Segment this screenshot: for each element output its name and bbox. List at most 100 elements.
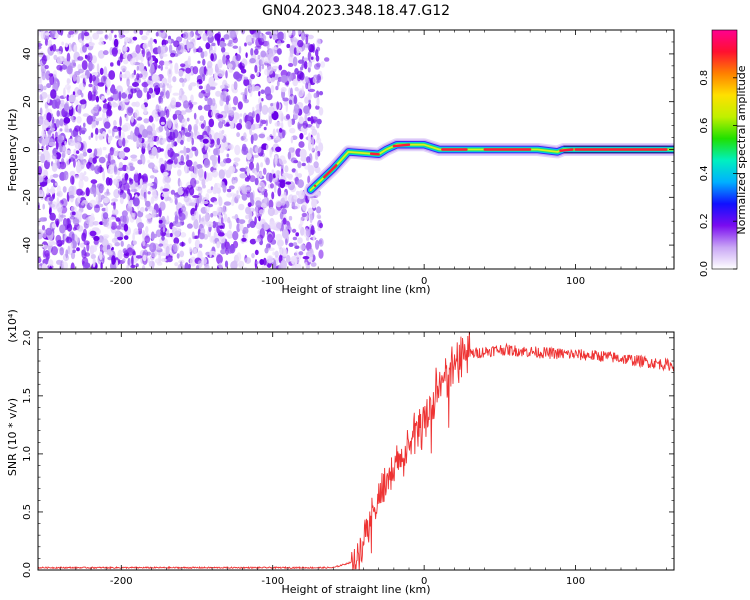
noise-speckle	[167, 75, 172, 84]
noise-speckle	[181, 118, 188, 128]
noise-speckle	[180, 139, 184, 145]
noise-speckle	[258, 91, 261, 97]
noise-speckle	[249, 86, 253, 98]
x-tick-label: 0	[421, 276, 427, 287]
noise-speckle	[158, 65, 161, 69]
noise-speckle	[245, 52, 248, 58]
noise-speckle	[180, 63, 186, 68]
noise-speckle	[311, 198, 319, 205]
noise-speckle	[307, 207, 313, 215]
noise-speckle	[291, 168, 296, 173]
noise-speckle	[179, 250, 185, 258]
noise-speckle	[201, 217, 205, 222]
noise-speckle	[193, 219, 199, 230]
noise-speckle	[289, 50, 294, 58]
noise-speckle	[275, 233, 283, 242]
noise-speckle	[179, 77, 185, 83]
noise-speckle	[139, 178, 143, 186]
noise-speckle	[158, 219, 163, 224]
noise-speckle	[223, 201, 232, 206]
noise-speckle	[287, 118, 293, 128]
noise-speckle	[122, 30, 130, 34]
x-tick-label: -200	[110, 576, 133, 587]
noise-speckle	[210, 82, 217, 87]
noise-speckle	[57, 134, 63, 145]
noise-speckle	[178, 95, 182, 101]
noise-speckle	[69, 128, 72, 133]
noise-speckle	[315, 55, 320, 62]
noise-speckle	[144, 192, 147, 203]
noise-speckle	[188, 237, 192, 244]
noise-speckle	[41, 54, 47, 65]
noise-speckle	[188, 202, 196, 206]
noise-speckle	[81, 201, 85, 206]
noise-speckle	[68, 30, 75, 35]
noise-speckle	[159, 30, 166, 38]
noise-speckle	[297, 161, 302, 169]
noise-speckle	[300, 216, 304, 226]
noise-speckle	[161, 53, 168, 57]
noise-speckle	[123, 223, 129, 232]
noise-speckle	[276, 128, 279, 133]
noise-speckle	[217, 70, 225, 77]
y-tick-label: 0	[22, 146, 33, 152]
noise-speckle	[220, 217, 224, 224]
noise-speckle	[54, 131, 58, 139]
noise-speckle	[246, 84, 253, 90]
noise-speckle	[275, 170, 281, 178]
noise-speckle	[219, 85, 225, 89]
noise-speckle	[249, 238, 257, 245]
noise-speckle	[52, 44, 57, 52]
noise-speckle	[160, 215, 166, 227]
noise-speckle	[213, 200, 219, 205]
noise-speckle	[294, 245, 300, 249]
noise-speckle	[254, 206, 259, 216]
noise-speckle	[217, 232, 225, 237]
noise-speckle	[264, 196, 268, 205]
noise-speckle	[219, 40, 225, 48]
noise-speckle	[211, 98, 216, 107]
noise-speckle	[105, 78, 111, 88]
noise-speckle	[260, 56, 265, 67]
noise-speckle	[97, 82, 105, 87]
noise-speckle	[263, 191, 268, 199]
noise-speckle	[311, 136, 315, 147]
noise-speckle	[194, 239, 201, 249]
noise-speckle	[122, 258, 126, 263]
noise-speckle	[137, 179, 141, 186]
noise-speckle	[155, 104, 160, 113]
noise-speckle	[59, 30, 64, 36]
noise-speckle	[170, 52, 176, 58]
noise-speckle	[291, 264, 296, 269]
noise-speckle	[236, 123, 243, 130]
noise-speckle	[303, 228, 310, 238]
noise-speckle	[158, 243, 164, 247]
noise-speckle	[245, 206, 251, 215]
noise-speckle	[279, 180, 286, 189]
noise-speckle	[105, 205, 109, 215]
noise-speckle	[51, 99, 58, 109]
noise-speckle	[316, 62, 321, 68]
noise-speckle	[108, 32, 113, 41]
noise-speckle	[103, 121, 111, 129]
noise-speckle	[243, 266, 248, 269]
noise-speckle	[46, 178, 51, 184]
noise-speckle	[259, 259, 265, 265]
noise-speckle	[144, 235, 151, 244]
noise-speckle	[142, 143, 146, 149]
noise-speckle	[108, 216, 116, 220]
noise-speckle	[315, 105, 320, 110]
noise-speckle	[41, 71, 46, 81]
noise-speckle	[110, 62, 114, 67]
noise-speckle	[113, 38, 119, 48]
noise-speckle	[295, 232, 300, 237]
noise-speckle	[197, 60, 201, 64]
noise-speckle	[317, 227, 322, 231]
noise-speckle	[228, 39, 233, 45]
noise-speckle	[145, 200, 151, 208]
noise-speckle	[99, 37, 104, 43]
noise-speckle	[109, 99, 115, 106]
noise-speckle	[207, 97, 213, 107]
noise-speckle	[111, 237, 119, 244]
noise-speckle	[235, 113, 241, 120]
